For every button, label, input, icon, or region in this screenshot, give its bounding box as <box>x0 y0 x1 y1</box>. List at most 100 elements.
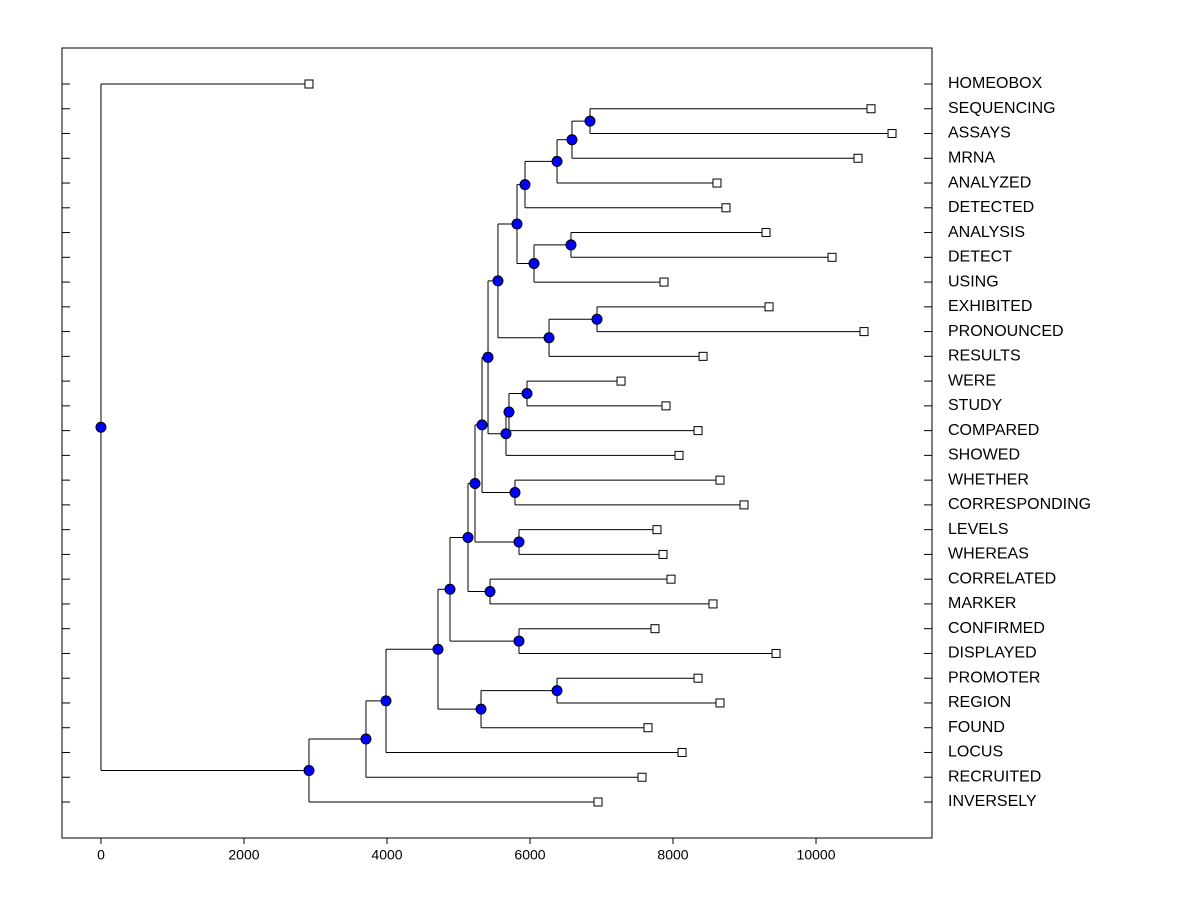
node-marker <box>476 419 488 431</box>
x-tick-label: 4000 <box>371 847 402 863</box>
leaf-marker <box>652 525 662 535</box>
leaf-label: LOCUS <box>948 744 1003 761</box>
node-marker <box>591 313 603 325</box>
leaf-marker <box>761 228 771 238</box>
leaf-label: HOMEOBOX <box>948 75 1043 92</box>
node-marker <box>462 532 474 544</box>
leaf-marker <box>771 648 781 658</box>
leaf-marker <box>859 327 869 337</box>
leaf-label: WERE <box>948 372 996 389</box>
leaf-marker <box>674 450 684 460</box>
leaf-label: DETECT <box>948 249 1012 266</box>
leaf-marker <box>715 698 725 708</box>
node-marker <box>584 115 596 127</box>
node-marker <box>432 643 444 655</box>
leaf-label: CORRESPONDING <box>948 496 1091 513</box>
leaf-label: ANALYSIS <box>948 224 1025 241</box>
leaf-marker <box>764 302 774 312</box>
leaf-label: EXHIBITED <box>948 298 1032 315</box>
leaf-label: STUDY <box>948 397 1003 414</box>
leaf-marker <box>659 277 669 287</box>
node-marker <box>551 685 563 697</box>
leaf-label: WHEREAS <box>948 546 1029 563</box>
x-tick-label: 8000 <box>657 847 688 863</box>
leaf-label: CONFIRMED <box>948 620 1045 637</box>
leaf-label: DISPLAYED <box>948 645 1037 662</box>
node-marker <box>380 695 392 707</box>
node-marker <box>360 733 372 745</box>
node-marker <box>303 765 315 777</box>
leaf-label: COMPARED <box>948 422 1039 439</box>
leaf-marker <box>693 426 703 436</box>
leaf-marker <box>721 203 731 213</box>
leaf-label: PROMOTER <box>948 669 1040 686</box>
leaf-marker <box>677 747 687 757</box>
leaf-label: ASSAYS <box>948 125 1011 142</box>
node-marker <box>513 635 525 647</box>
leaf-marker <box>712 178 722 188</box>
branches <box>100 83 893 803</box>
leaf-marker <box>666 574 676 584</box>
node-marker <box>95 421 107 433</box>
leaf-label: DETECTED <box>948 199 1034 216</box>
node-marker <box>543 332 555 344</box>
leaf-marker <box>708 599 718 609</box>
node-marker <box>551 155 563 167</box>
node-marker <box>513 536 525 548</box>
leaf-marker <box>616 376 626 386</box>
leaf-label: SHOWED <box>948 447 1020 464</box>
x-tick-label: 0 <box>97 847 105 863</box>
node-marker <box>519 179 531 191</box>
leaf-marker <box>658 549 668 559</box>
leaf-marker <box>827 252 837 262</box>
node-marker <box>509 487 521 499</box>
plot-frame <box>61 47 933 839</box>
leaf-label: WHETHER <box>948 471 1029 488</box>
node-marker <box>475 703 487 715</box>
node-marker <box>492 275 504 287</box>
leaf-label: CORRELATED <box>948 570 1056 587</box>
node-marker <box>503 406 515 418</box>
leaf-label: MRNA <box>948 149 995 166</box>
leaf-label: PRONOUNCED <box>948 323 1064 340</box>
leaf-marker <box>643 723 653 733</box>
leaf-label: REGION <box>948 694 1011 711</box>
node-marker <box>484 586 496 598</box>
leaf-marker <box>698 351 708 361</box>
x-tick-label: 2000 <box>228 847 259 863</box>
leaf-label: SEQUENCING <box>948 100 1056 117</box>
x-tick-label: 6000 <box>514 847 545 863</box>
leaf-label: LEVELS <box>948 521 1008 538</box>
leaf-marker <box>739 500 749 510</box>
leaf-label: INVERSELY <box>948 793 1037 810</box>
leaf-marker <box>304 79 314 89</box>
leaf-label: ANALYZED <box>948 174 1031 191</box>
node-marker <box>566 134 578 146</box>
node-marker <box>511 218 523 230</box>
leaf-marker <box>693 673 703 683</box>
leaf-label: MARKER <box>948 595 1016 612</box>
leaf-marker <box>650 624 660 634</box>
node-marker <box>444 583 456 595</box>
leaf-label: FOUND <box>948 719 1005 736</box>
leaf-label: RESULTS <box>948 348 1021 365</box>
node-marker <box>565 239 577 251</box>
node-marker <box>469 477 481 489</box>
leaf-label: RECRUITED <box>948 768 1041 785</box>
leaf-marker <box>853 153 863 163</box>
leaf-marker <box>887 129 897 139</box>
leaf-label: USING <box>948 273 999 290</box>
leaf-marker <box>661 401 671 411</box>
markers <box>95 79 897 807</box>
leaf-marker <box>637 772 647 782</box>
leaf-marker <box>715 475 725 485</box>
node-marker <box>528 258 540 269</box>
node-marker <box>521 387 533 399</box>
leaf-marker <box>593 797 603 807</box>
leaf-marker <box>866 104 876 114</box>
node-marker <box>500 428 512 440</box>
node-marker <box>482 351 494 363</box>
x-tick-label: 10000 <box>797 847 836 863</box>
